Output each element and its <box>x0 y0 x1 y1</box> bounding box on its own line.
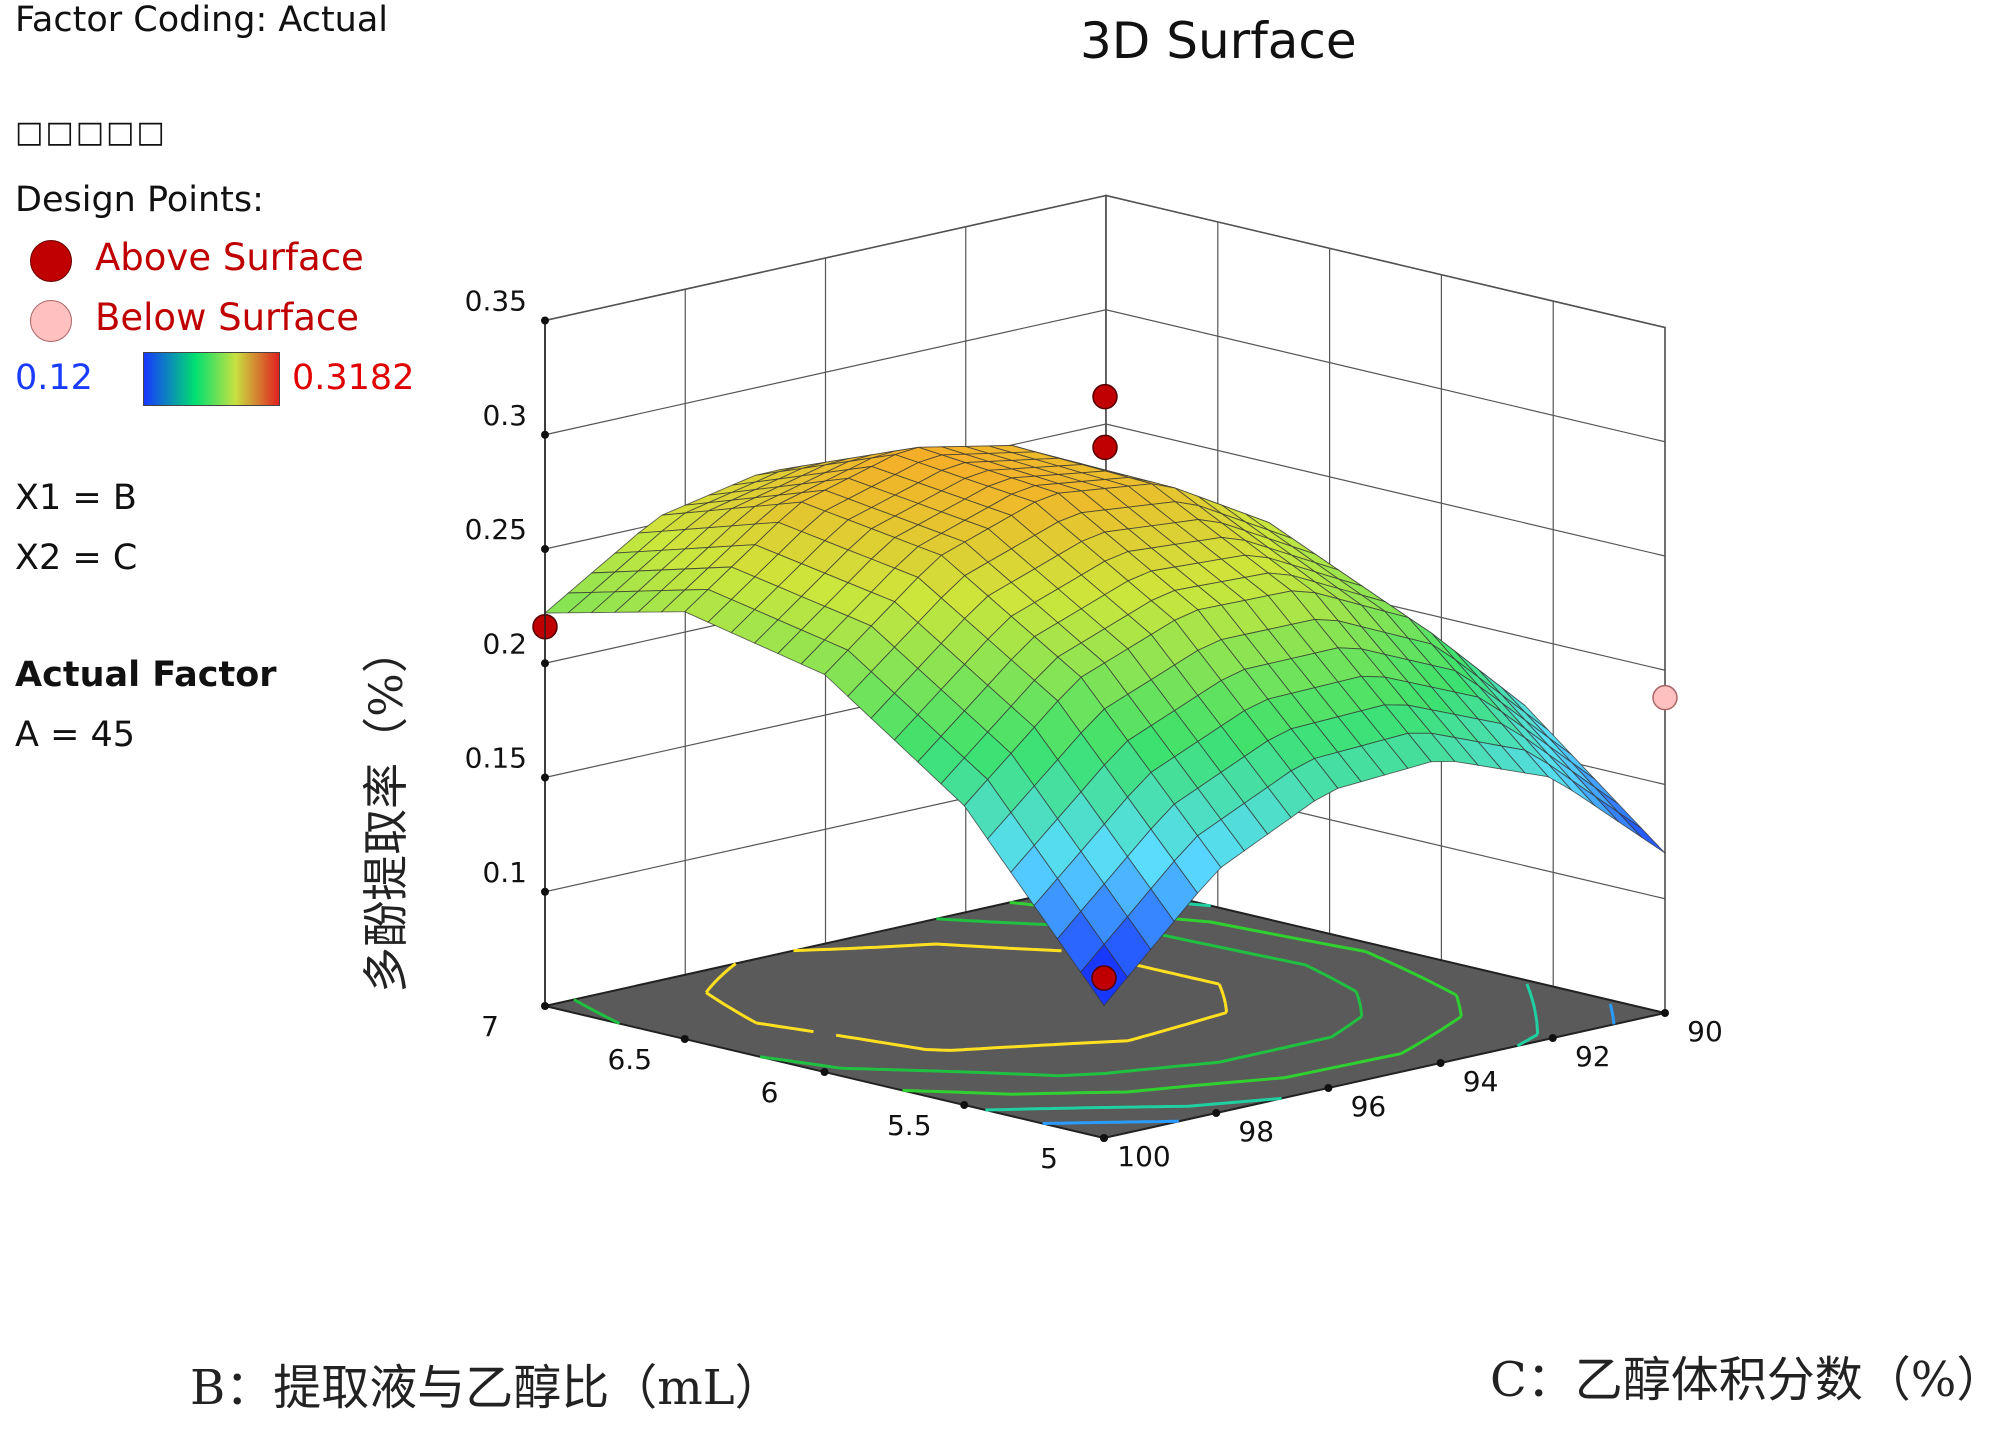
x-tick-mark <box>820 1068 829 1076</box>
z-tick-label: 0.3 <box>482 399 527 432</box>
chart-title: 3D Surface <box>1080 12 1357 70</box>
z-tick-mark <box>541 773 549 782</box>
z-tick-mark <box>541 659 549 668</box>
y-tick-label: 90 <box>1687 1015 1723 1048</box>
z-tick-mark <box>541 430 549 439</box>
y-tick-label: 94 <box>1463 1065 1499 1098</box>
z-tick-label: 0.25 <box>465 513 527 546</box>
x-tick-label: 5.5 <box>887 1109 932 1142</box>
above-surface-marker-icon <box>30 240 72 282</box>
design-points-heading: Design Points: <box>15 180 264 220</box>
y-tick-label: 98 <box>1238 1115 1274 1148</box>
z-tick-mark <box>541 545 549 553</box>
below-surface-label: Below Surface <box>95 296 360 339</box>
y-tick-label: 96 <box>1351 1090 1387 1123</box>
y-axis-title: C：乙醇体积分数（%） <box>1490 1352 2000 1408</box>
x-tick-label: 6 <box>761 1076 779 1109</box>
z-tick-label: 0.15 <box>465 742 527 775</box>
z-tick-mark <box>541 887 549 896</box>
z-tick-label: 0.2 <box>482 627 527 660</box>
x-tick-label: 6.5 <box>607 1043 652 1076</box>
response-name: □□□□□ <box>15 115 167 150</box>
above-surface-label: Above Surface <box>95 236 364 279</box>
actual-factor-heading: Actual Factor <box>15 655 277 695</box>
design-point <box>1652 684 1678 711</box>
y-tick-mark <box>1100 1134 1108 1142</box>
x-tick-mark <box>680 1035 689 1043</box>
actual-factor-value: A = 45 <box>15 715 136 755</box>
y-tick-mark <box>1212 1109 1221 1117</box>
y-tick-label: 92 <box>1575 1040 1611 1073</box>
design-point <box>1092 434 1118 461</box>
floor-contour-line <box>1042 1003 1616 1125</box>
x-tick-mark <box>541 1002 549 1010</box>
z-tick-label: 0.1 <box>482 856 527 889</box>
x-axis-title: B：提取液与乙醇比（mL） <box>190 1360 783 1416</box>
y-tick-mark <box>1436 1059 1445 1067</box>
y-tick-mark <box>1324 1084 1333 1092</box>
y-tick-mark <box>1661 1009 1669 1017</box>
factor-coding-label: Factor Coding: Actual <box>15 0 389 40</box>
below-surface-marker-icon <box>30 300 72 342</box>
colorbar <box>143 352 280 406</box>
x-tick-label: 5 <box>1040 1142 1058 1175</box>
y-tick-label: 100 <box>1117 1140 1170 1173</box>
floor-contour-line <box>704 942 1229 1052</box>
z-tick-mark <box>541 316 549 325</box>
factor-x1: X1 = B <box>15 478 137 518</box>
z-tick-label: 0.35 <box>465 285 527 318</box>
design-point <box>1091 965 1117 991</box>
x-tick-label: 7 <box>481 1010 499 1043</box>
design-point <box>1092 383 1118 410</box>
colorbar-min-label: 0.12 <box>15 358 93 398</box>
x-tick-mark <box>960 1101 969 1109</box>
y-tick-mark <box>1548 1034 1557 1042</box>
colorbar-max-label: 0.3182 <box>292 358 415 398</box>
factor-x2: X2 = C <box>15 538 138 578</box>
